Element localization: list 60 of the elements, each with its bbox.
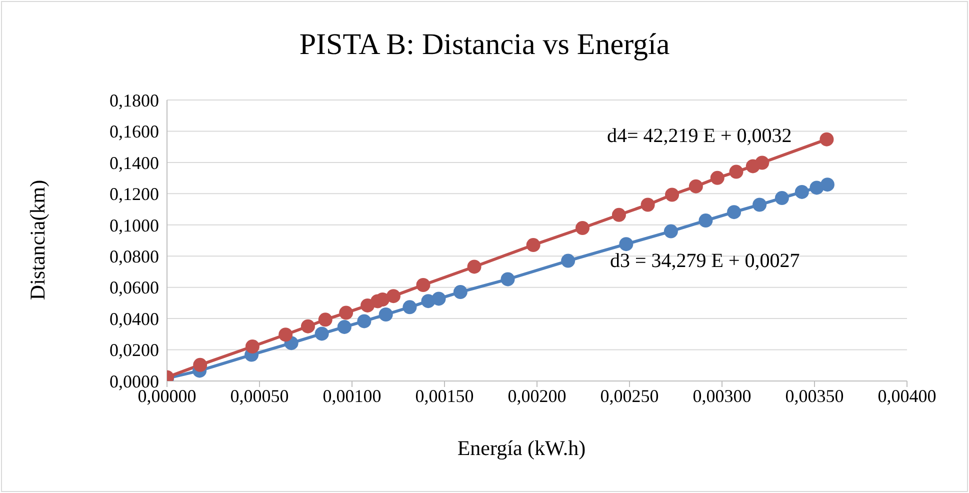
point [561, 254, 576, 268]
point [378, 307, 393, 322]
point [576, 221, 590, 236]
point [416, 278, 430, 292]
point [500, 272, 515, 286]
annotation: d3 = 34,279 E + 0,0027 [610, 250, 800, 273]
point [752, 198, 767, 212]
point [665, 188, 680, 202]
point [526, 238, 540, 252]
point [727, 205, 742, 220]
x-tick-label: 0,00150 [415, 386, 474, 406]
point [612, 208, 626, 222]
point [688, 179, 703, 194]
point [453, 285, 468, 300]
y-tick-label: 0,0400 [110, 308, 159, 329]
point [245, 340, 260, 354]
y-tick-label: 0,1600 [110, 122, 159, 142]
point [314, 326, 329, 341]
chart-title: PISTA B: Distancia vs Energía [298, 28, 671, 62]
point [698, 214, 713, 228]
point [820, 132, 834, 146]
point [774, 191, 789, 206]
point [794, 184, 809, 199]
x-tick-label: 0,00200 [508, 386, 566, 406]
point [300, 319, 315, 334]
x-tick-label: 0,00300 [692, 386, 752, 406]
point [820, 178, 834, 192]
point [339, 306, 354, 320]
x-tick-label: 0,00400 [878, 386, 936, 406]
y-tick-label: 0,1400 [110, 152, 159, 173]
point [467, 260, 482, 274]
point [337, 320, 352, 334]
point [193, 358, 208, 372]
point [755, 156, 770, 170]
y-tick-label: 0,0600 [110, 278, 159, 298]
x-axis-title: Energía (kW.h) [456, 436, 587, 461]
y-axis-title: Distancia(km) [26, 180, 50, 300]
point [432, 292, 446, 306]
y-tick-label: 0,1200 [110, 184, 159, 204]
y-tick-label: 0,0800 [110, 246, 159, 266]
point [357, 314, 372, 328]
y-tick-label: 0,0000 [110, 371, 159, 392]
point [640, 198, 655, 212]
point [386, 289, 400, 304]
x-tick-label: 0,00350 [785, 386, 844, 406]
x-tick-label: 0,00100 [322, 386, 382, 406]
y-tick-label: 0,1800 [110, 90, 159, 110]
y-tick-label: 0,1000 [110, 215, 159, 236]
point [318, 312, 332, 327]
point [710, 170, 724, 185]
point [376, 292, 390, 307]
y-tick-label: 0,0200 [110, 340, 159, 360]
annotation: d4= 42,219 E + 0,0032 [607, 125, 792, 148]
point [619, 237, 634, 252]
point [402, 300, 417, 314]
point [729, 164, 744, 179]
x-tick-label: 0,00050 [230, 386, 289, 406]
x-tick-label: 0,00250 [600, 386, 659, 406]
point [664, 224, 678, 238]
point [278, 328, 293, 342]
